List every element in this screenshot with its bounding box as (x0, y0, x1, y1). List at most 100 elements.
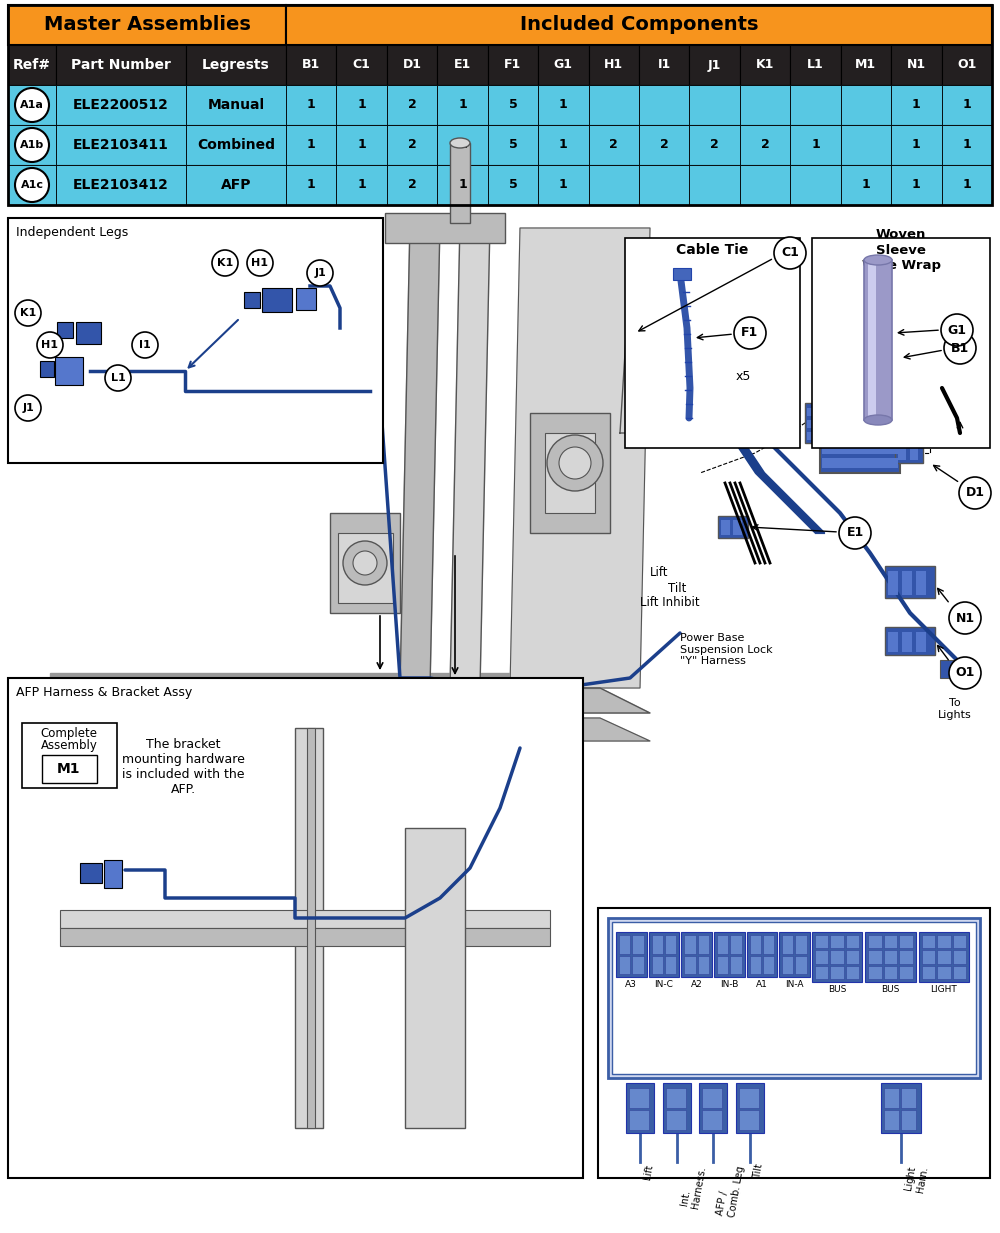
Text: A3: A3 (625, 980, 637, 989)
Text: Lift Inhibit: Lift Inhibit (640, 597, 700, 609)
Bar (387, 125, 437, 165)
Bar (916, 571, 926, 596)
Text: Power Base
Suspension Lock
"Y" Harness: Power Base Suspension Lock "Y" Harness (680, 633, 773, 666)
Bar (55, 358, 83, 385)
Text: Int.
Harness.: Int. Harness. (679, 1163, 707, 1208)
Circle shape (774, 237, 806, 269)
Text: 1: 1 (559, 138, 568, 152)
Bar (336, 125, 387, 165)
Bar (8, 678, 583, 1178)
Polygon shape (50, 688, 650, 713)
Bar (718, 515, 748, 538)
Circle shape (949, 657, 981, 689)
Text: Part Number: Part Number (71, 58, 171, 72)
Bar (538, 165, 589, 205)
Text: 2: 2 (710, 138, 719, 152)
Text: x5: x5 (735, 370, 751, 382)
Bar (186, 125, 286, 165)
Bar (885, 628, 935, 655)
Text: IN-B: IN-B (720, 980, 738, 989)
Bar (899, 951, 913, 964)
Text: Legrests: Legrests (202, 58, 270, 72)
Polygon shape (510, 228, 650, 688)
Bar (60, 910, 550, 928)
Bar (598, 907, 990, 1178)
Ellipse shape (450, 138, 470, 148)
Text: M1: M1 (57, 762, 81, 776)
Bar (307, 727, 315, 1128)
Bar (699, 1083, 727, 1133)
Bar (740, 44, 790, 85)
Bar (940, 660, 970, 678)
Bar (841, 165, 891, 205)
Bar (739, 1110, 759, 1129)
Bar (530, 413, 610, 533)
Text: AFP /
Comb. Leg: AFP / Comb. Leg (715, 1163, 746, 1218)
Bar (953, 965, 966, 979)
Bar (937, 965, 951, 979)
Bar (815, 965, 828, 979)
Text: K1: K1 (217, 258, 233, 268)
Bar (822, 374, 898, 383)
Bar (902, 571, 912, 596)
Bar (919, 932, 969, 981)
Circle shape (649, 387, 661, 399)
Bar (286, 125, 336, 165)
Bar (76, 322, 101, 344)
Polygon shape (50, 718, 650, 741)
Bar (689, 85, 740, 125)
Bar (864, 260, 892, 420)
Bar (689, 125, 740, 165)
Bar (286, 85, 336, 125)
Text: 1: 1 (458, 179, 467, 191)
Bar (815, 951, 828, 964)
Circle shape (15, 395, 41, 420)
Text: Combined: Combined (197, 138, 275, 152)
Bar (763, 935, 774, 953)
Text: F1: F1 (741, 327, 759, 339)
Bar (538, 125, 589, 165)
Text: IN-C: IN-C (655, 980, 673, 989)
Bar (820, 353, 900, 473)
Bar (56, 44, 186, 85)
Bar (629, 1088, 649, 1108)
Circle shape (944, 332, 976, 364)
Bar (891, 125, 942, 165)
Bar (612, 922, 976, 1074)
Bar (632, 935, 644, 953)
Ellipse shape (864, 416, 892, 425)
Bar (698, 956, 709, 974)
Bar (782, 935, 793, 953)
Text: 5: 5 (509, 138, 517, 152)
Bar (665, 956, 676, 974)
Bar (639, 125, 689, 165)
Bar (884, 1110, 899, 1129)
Bar (868, 261, 876, 418)
Text: ELE2103411: ELE2103411 (73, 138, 169, 152)
Text: J1: J1 (708, 58, 721, 72)
Bar (868, 965, 882, 979)
Bar (186, 165, 286, 205)
Ellipse shape (864, 255, 892, 265)
Text: 1: 1 (307, 99, 316, 111)
Text: 1: 1 (912, 99, 921, 111)
Bar (779, 932, 810, 977)
Text: ELE2103412: ELE2103412 (73, 178, 169, 192)
Bar (405, 829, 465, 1128)
Bar (717, 935, 728, 953)
Bar (841, 125, 891, 165)
Text: L1: L1 (111, 374, 125, 383)
Circle shape (212, 250, 238, 276)
Circle shape (734, 317, 766, 349)
Text: 1: 1 (912, 138, 921, 152)
Text: O1: O1 (957, 58, 976, 72)
Text: ELE2200512: ELE2200512 (73, 97, 169, 112)
Circle shape (307, 260, 333, 286)
Bar (286, 5, 992, 44)
Bar (608, 919, 980, 1078)
Text: 1: 1 (862, 179, 870, 191)
Text: D1: D1 (403, 58, 422, 72)
Bar (8, 85, 992, 125)
Text: H1: H1 (252, 258, 268, 268)
Bar (22, 723, 117, 788)
